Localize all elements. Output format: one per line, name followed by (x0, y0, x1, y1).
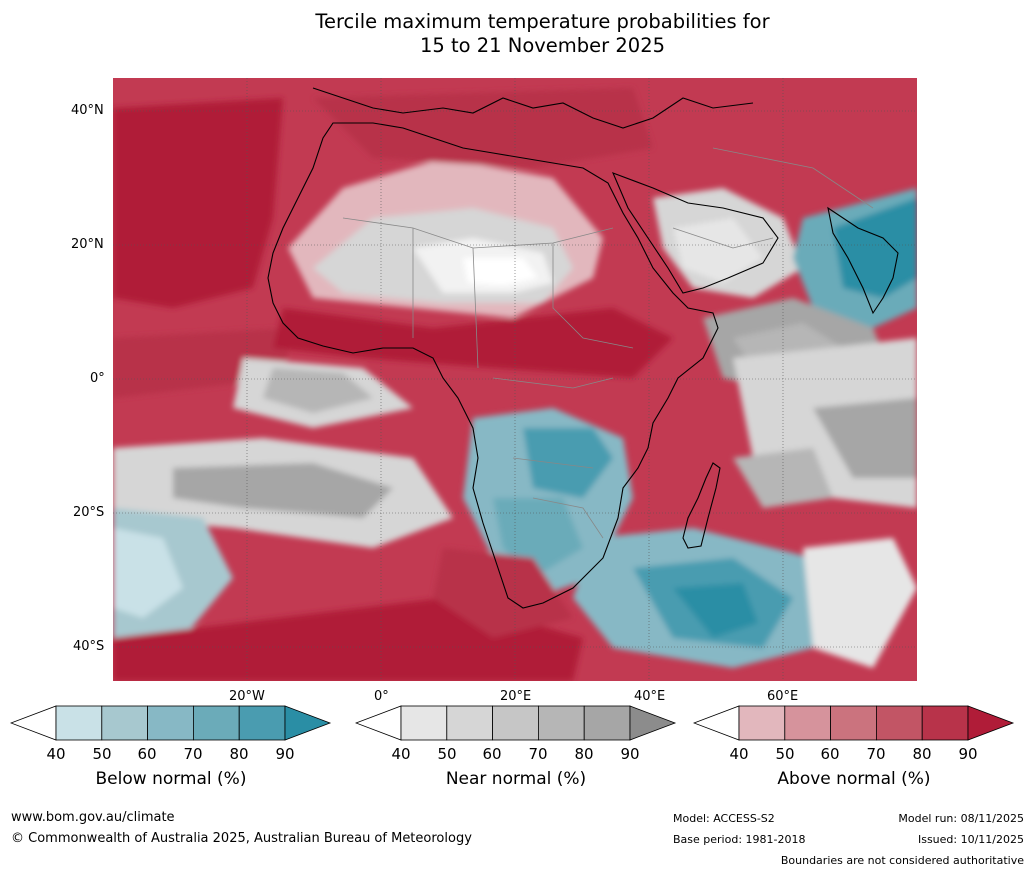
colorbar-above-swatch (784, 705, 832, 741)
model-text: Model: ACCESS-S2 (673, 812, 775, 825)
africa-coastline (267, 122, 719, 609)
colorbar-above-swatch (738, 705, 786, 741)
title-line-2: 15 to 21 November 2025 (419, 34, 666, 57)
colorbar-below-ticks: 40 50 60 70 80 90 (46, 745, 294, 763)
colorbar-near-swatch (492, 705, 539, 741)
copyright-text: © Commonwealth of Australia 2025, Austra… (11, 831, 472, 846)
europe-coastline (312, 87, 754, 129)
lat-label-0: 0° (90, 371, 105, 386)
madagascar-coastline (682, 462, 721, 549)
colorbar-below-max-triangle (284, 705, 332, 741)
tick-below-3: 70 (183, 745, 202, 763)
colorbar-near-min-triangle (355, 705, 402, 741)
tick-below-5: 90 (275, 745, 294, 763)
tick-near-0: 40 (391, 745, 410, 763)
tick-below-4: 80 (229, 745, 248, 763)
base-period-text: Base period: 1981-2018 (673, 833, 806, 846)
colorbar-near-swatches (355, 705, 677, 741)
colorbar-above: 40 50 60 70 80 90 (693, 705, 1015, 763)
colorbar-below-min-triangle (10, 705, 57, 741)
tick-above-5: 90 (958, 745, 977, 763)
tick-above-2: 60 (820, 745, 839, 763)
arabia-coastline (611, 172, 779, 294)
tick-near-2: 60 (482, 745, 501, 763)
lon-label-60e: 60°E (767, 689, 799, 704)
coastlines (267, 87, 899, 609)
colorbar-below: 40 50 60 70 80 90 (10, 705, 332, 763)
lon-label-0: 0° (374, 689, 389, 704)
colorbar-above-label: Above normal (%) (777, 769, 931, 789)
colorbar-near-ticks: 40 50 60 70 80 90 (391, 745, 639, 763)
tick-above-1: 50 (775, 745, 794, 763)
colorbar-above-swatches (693, 705, 1015, 741)
tick-above-3: 70 (866, 745, 885, 763)
lat-label-40n: 40°N (71, 103, 104, 118)
tick-above-0: 40 (729, 745, 748, 763)
colorbar-above-swatch (921, 705, 969, 741)
colorbar-above-ticks: 40 50 60 70 80 90 (729, 745, 977, 763)
tick-above-4: 80 (912, 745, 931, 763)
lat-label-20s: 20°S (73, 505, 105, 520)
colorbar-near-swatch (583, 705, 631, 741)
colorbar-near-label: Near normal (%) (445, 769, 587, 789)
chart-title: Tercile maximum temperature probabilitie… (0, 10, 1035, 58)
colorbar-near-swatch (537, 705, 585, 741)
disclaimer-text: Boundaries are not considered authoritat… (780, 854, 1024, 867)
lat-label-40s: 40°S (73, 639, 105, 654)
map-svg (113, 78, 917, 681)
colorbar-near-max-triangle (629, 705, 677, 741)
title-line-1: Tercile maximum temperature probabilitie… (315, 10, 770, 33)
tick-near-5: 90 (620, 745, 639, 763)
tick-near-3: 70 (528, 745, 547, 763)
colorbar-above-min-triangle (693, 705, 740, 741)
colorbar-below-swatches (10, 705, 332, 741)
model-run-text: Model run: 08/11/2025 (898, 812, 1024, 825)
tick-near-1: 50 (437, 745, 456, 763)
colorbar-above-swatch (875, 705, 923, 741)
tick-below-2: 60 (137, 745, 156, 763)
tick-near-4: 80 (574, 745, 593, 763)
colorbar-below-label: Below normal (%) (95, 769, 247, 789)
issued-text: Issued: 10/11/2025 (917, 833, 1024, 846)
colorbar-near: 40 50 60 70 80 90 (355, 705, 677, 763)
colorbar-above-swatch (830, 705, 877, 741)
lon-label-20e: 20°E (500, 689, 532, 704)
country-boundaries (342, 147, 874, 539)
colorbar-near-swatch (400, 705, 448, 741)
lat-label-20n: 20°N (71, 237, 104, 252)
colorbar-below-swatch (192, 705, 240, 741)
india-coastline (827, 206, 899, 315)
lon-label-20w: 20°W (229, 689, 265, 704)
colorbar-below-swatch (238, 705, 286, 741)
colorbar-below-swatch (55, 705, 103, 741)
tick-below-0: 40 (46, 745, 65, 763)
colorbar-below-swatch (101, 705, 149, 741)
probability-map (113, 78, 917, 681)
tick-below-1: 50 (92, 745, 111, 763)
colorbar-near-swatch (446, 705, 494, 741)
colorbar-above-max-triangle (967, 705, 1015, 741)
lon-label-40e: 40°E (634, 689, 666, 704)
website-link[interactable]: www.bom.gov.au/climate (11, 810, 175, 825)
colorbar-below-swatch (147, 705, 194, 741)
